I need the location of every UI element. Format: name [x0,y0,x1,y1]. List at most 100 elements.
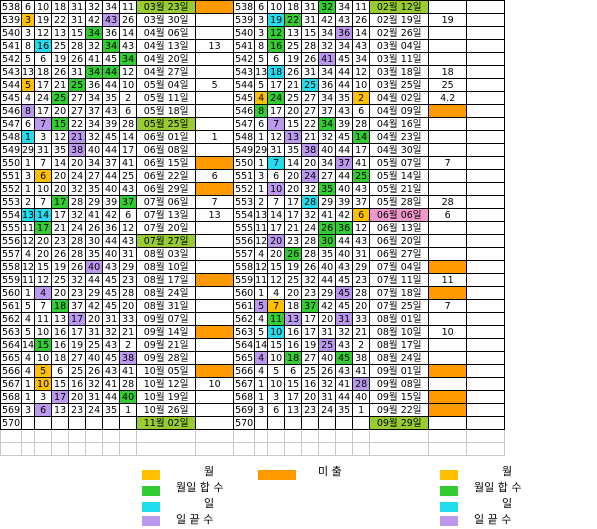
right-ball-5: 26 [318,221,337,235]
left-draw-date: 05월 25일 [136,117,197,131]
right-side-value [428,416,468,430]
left-draw-date: 08월 17일 [136,273,197,287]
left-ball-7: 41 [119,156,138,170]
right-side-value: 11 [428,273,468,287]
left-month: 07 [143,222,156,234]
left-ball-6: 43 [102,364,121,378]
left-draw-date: 06월 29일 [136,182,197,196]
left-side-value [195,364,235,378]
left-ball-1: 1 [20,182,36,196]
left-day-unit: 일 [179,105,189,117]
right-month-unit: 월 [388,196,398,208]
right-ball-6: 44 [335,169,354,183]
right-day: 20 [400,235,413,247]
left-ball-5: 34 [85,65,104,79]
left-day: 20 [167,53,180,65]
left-draw-number: 565 [0,351,22,365]
left-ball-5: 32 [85,39,104,53]
right-day: 19 [400,14,413,26]
extra-cell [466,65,506,79]
left-ball-5: 31 [85,325,104,339]
right-ball-7: 14 [352,130,371,144]
left-ball-3: 17 [51,208,70,222]
right-draw-date: 04월 23일 [369,130,430,144]
right-ball-5: 44 [318,273,337,287]
right-month-unit: 월 [388,27,398,39]
left-month: 09 [143,313,156,325]
left-day-unit: 일 [179,352,189,364]
left-side-value [195,403,235,417]
right-day: 12 [400,1,413,13]
left-ball-5: 32 [85,377,104,391]
right-ball-2: 10 [267,0,286,14]
right-ball-1: 5 [254,52,269,66]
left-ball-5: 25 [85,338,104,352]
right-draw-number: 560 [233,286,256,300]
left-ball-5: 42 [85,299,104,313]
right-ball-5: 27 [318,169,337,183]
extra-cell [466,351,506,365]
right-ball-5: 41 [318,52,337,66]
right-day-unit: 일 [412,66,422,78]
right-ball-4: 28 [301,234,320,248]
legend-swatch-lilac [142,516,160,526]
left-ball-3: 18 [51,351,70,365]
right-ball-2: 4 [267,286,286,300]
table-row: 563 5 10 16 17 31 32 21 09월 14일 563 5 10 16 17 31 32 21 0… [0,325,506,339]
left-draw-date: 09월 21일 [136,338,197,352]
left-ball-2: 24 [34,91,53,105]
right-day: 17 [400,339,413,351]
extra-cell [466,221,506,235]
right-draw-number: 554 [233,208,256,222]
right-ball-4: 31 [301,65,320,79]
left-day: 04 [167,79,180,91]
left-ball-3: 20 [51,182,70,196]
right-draw-number: 543 [233,65,256,79]
left-ball-1: 1 [20,390,36,404]
right-ball-1: 14 [254,338,269,352]
left-ball-3: 22 [51,13,70,27]
right-ball-5: 35 [318,182,337,196]
left-ball-3: 21 [51,221,70,235]
left-month: 08 [143,274,156,286]
left-day: 23 [167,1,180,13]
right-draw-number: 558 [233,260,256,274]
left-draw-number: 542 [0,52,22,66]
right-ball-5: 34 [318,91,337,105]
left-day-unit: 일 [179,1,189,13]
table-row: 543 13 18 26 31 34 44 12 04월 27일 543 13 18 26 31 34 44 1… [0,65,506,79]
right-side-value [428,286,468,300]
empty-cell [34,442,53,456]
empty-cell [233,429,256,443]
table-row: 565 4 10 18 27 40 45 38 09월 28일 565 4 10 18 27 40 45 38 0… [0,351,506,365]
right-ball-7: 6 [352,104,371,118]
left-month: 08 [143,248,156,260]
left-ball-7: 17 [119,143,138,157]
right-day: 09 [400,105,413,117]
left-month: 10 [143,365,156,377]
right-ball-5: 32 [318,377,337,391]
left-ball-5: 32 [85,130,104,144]
right-side-value: 10 [428,325,468,339]
right-ball-3: 21 [284,221,303,235]
left-draw-number: 561 [0,299,22,313]
right-day: 25 [400,300,413,312]
left-ball-6: 40 [102,247,121,261]
right-ball-3: 16 [284,325,303,339]
right-month-unit: 월 [388,131,398,143]
left-draw-date: 06월 08일 [136,143,197,157]
legend-label-month-right: 월 [502,465,513,478]
left-ball-6: 39 [102,117,121,131]
extra-cell [466,182,506,196]
right-ball-1: 3 [254,26,269,40]
left-draw-date: 04월 20일 [136,52,197,66]
right-ball-5: 34 [318,117,337,131]
left-ball-6: 34 [102,0,121,14]
right-month-unit: 월 [388,105,398,117]
empty-cell [301,442,320,456]
right-ball-7: 23 [352,273,371,287]
left-draw-number: 548 [0,130,22,144]
right-ball-1: 1 [254,377,269,391]
left-ball-3: 26 [51,247,70,261]
right-ball-5: 29 [318,286,337,300]
